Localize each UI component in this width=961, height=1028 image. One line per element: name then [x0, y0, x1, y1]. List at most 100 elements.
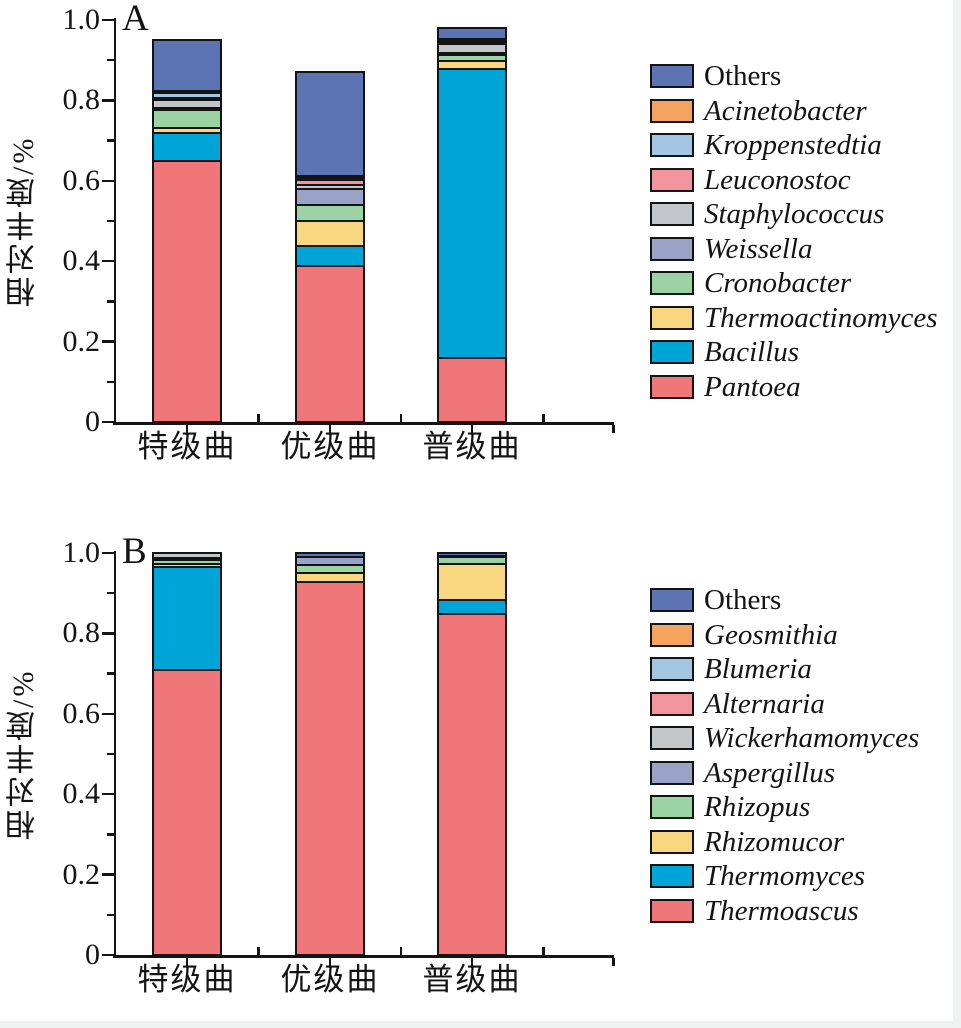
y-tick-label: 0.2	[62, 324, 101, 358]
bar-segment-pantoea	[437, 356, 507, 424]
y-minor-tick	[106, 58, 114, 62]
legend-label-thermomyces: Thermomyces	[704, 860, 866, 892]
y-minor-tick	[106, 833, 114, 836]
x-boundary-tick	[542, 947, 545, 955]
y-axis-line	[113, 18, 116, 424]
y-major-tick	[102, 179, 114, 183]
x-major-tick	[328, 424, 332, 435]
y-major-tick	[102, 340, 114, 343]
bar-segment-others	[295, 552, 365, 558]
x-category-label: 特级曲	[137, 429, 237, 464]
legend-swatch-aspergillus	[650, 760, 694, 785]
y-minor-tick	[106, 139, 114, 142]
bar-segment-others	[437, 27, 507, 40]
y-tick-label: 0.2	[62, 857, 101, 891]
legend-label-thermoactinomyces: Thermoactinomyces	[704, 301, 938, 334]
x-category-label: 普级曲	[422, 962, 522, 997]
y-minor-tick	[106, 380, 114, 384]
y-axis-title: 相对丰度/%	[7, 135, 40, 307]
panel-letter: B	[122, 531, 147, 572]
y-major-tick	[102, 259, 114, 263]
bar-segment-others	[437, 552, 507, 557]
y-tick-label: 0.6	[62, 696, 101, 730]
bar-segment-pantoea	[152, 159, 222, 424]
bar-segment-thermoascus	[295, 580, 365, 957]
x-boundary-tick	[542, 414, 545, 422]
legend-label-kroppenstedtia: Kroppenstedtia	[704, 129, 882, 161]
legend-label-weissella: Weissella	[704, 232, 813, 265]
legend-label-alternaria: Alternaria	[704, 687, 825, 720]
y-major-tick	[102, 953, 114, 957]
y-tick-label: 1.0	[62, 536, 101, 569]
y-tick-label: 0.4	[62, 244, 101, 278]
y-major-tick	[102, 792, 114, 796]
legend-label-thermoascus: Thermoascus	[704, 894, 859, 927]
y-tick-label: 0	[85, 405, 100, 438]
x-boundary-tick	[257, 947, 260, 955]
y-tick-label: 1.0	[62, 3, 101, 36]
legend-label-cronobacter: Cronobacter	[704, 267, 852, 299]
legend-swatch-acinetobacter	[650, 98, 694, 123]
y-major-tick	[102, 632, 114, 635]
y-axis-line	[113, 551, 116, 957]
legend-swatch-others	[650, 588, 694, 612]
bar-segment-bacillus	[152, 131, 222, 163]
bar-segment-weissella	[295, 187, 365, 207]
x-major-tick	[470, 424, 474, 435]
legend-swatch-wickerhamomyces	[650, 726, 694, 750]
x-category-label: 优级曲	[280, 962, 380, 997]
legend-swatch-thermoactinomyces	[650, 305, 694, 330]
legend-label-others: Others	[704, 584, 782, 616]
legend-swatch-kroppenstedtia	[650, 133, 694, 157]
panel-letter: A	[122, 0, 149, 39]
x-boundary-tick	[257, 414, 260, 422]
legend-swatch-rhizopus	[650, 795, 694, 819]
legend-swatch-staphylococcus	[650, 202, 694, 226]
bar-segment-thermoascus	[152, 668, 222, 957]
legend-label-aspergillus: Aspergillus	[704, 756, 836, 789]
y-axis-title: 相对丰度/%	[7, 668, 40, 840]
y-major-tick	[102, 712, 114, 716]
x-major-tick	[185, 424, 189, 435]
bar-segment-rhizomucor	[437, 562, 507, 601]
legend-label-staphylococcus: Staphylococcus	[704, 198, 885, 230]
y-minor-tick	[106, 913, 114, 917]
x-category-label: 特级曲	[137, 962, 237, 997]
x-major-tick	[185, 957, 189, 968]
legend-swatch-pantoea	[650, 374, 694, 399]
bar-segment-cronobacter	[152, 108, 222, 130]
bar-segment-others	[295, 71, 365, 177]
y-minor-tick	[106, 672, 114, 675]
bar-segment-bacillus	[295, 244, 365, 267]
y-tick-label: 0.8	[62, 83, 101, 117]
y-tick-label: 0.8	[62, 616, 101, 650]
x-major-tick	[470, 957, 474, 968]
y-minor-tick	[106, 752, 114, 756]
bar-segment-others	[152, 39, 222, 92]
legend-swatch-geosmithia	[650, 622, 694, 647]
legend-swatch-weissella	[650, 236, 694, 261]
y-major-tick	[102, 873, 114, 876]
legend-label-wickerhamomyces: Wickerhamomyces	[704, 722, 920, 754]
legend-label-blumeria: Blumeria	[704, 653, 812, 685]
x-boundary-tick	[399, 947, 403, 955]
legend-swatch-others	[650, 64, 694, 88]
y-minor-tick	[106, 300, 114, 303]
legend-label-geosmithia: Geosmithia	[704, 618, 838, 651]
legend-swatch-thermoascus	[650, 898, 694, 923]
bar-segment-wickerhamomyces	[152, 552, 222, 560]
y-major-tick	[102, 420, 114, 424]
figure-right-edge	[953, 0, 961, 1028]
y-minor-tick	[106, 219, 114, 223]
legend-label-pantoea: Pantoea	[704, 370, 801, 403]
y-tick-label: 0.4	[62, 777, 101, 811]
x-axis-end-tick	[612, 957, 615, 966]
x-axis-end-tick	[612, 424, 615, 433]
y-tick-label: 0	[85, 938, 100, 971]
x-category-label: 优级曲	[280, 429, 380, 464]
y-major-tick	[102, 18, 114, 22]
legend-swatch-thermomyces	[650, 864, 694, 888]
bar-segment-cronobacter	[295, 203, 365, 223]
y-tick-label: 0.6	[62, 163, 101, 197]
bar-segment-pantoea	[295, 264, 365, 424]
